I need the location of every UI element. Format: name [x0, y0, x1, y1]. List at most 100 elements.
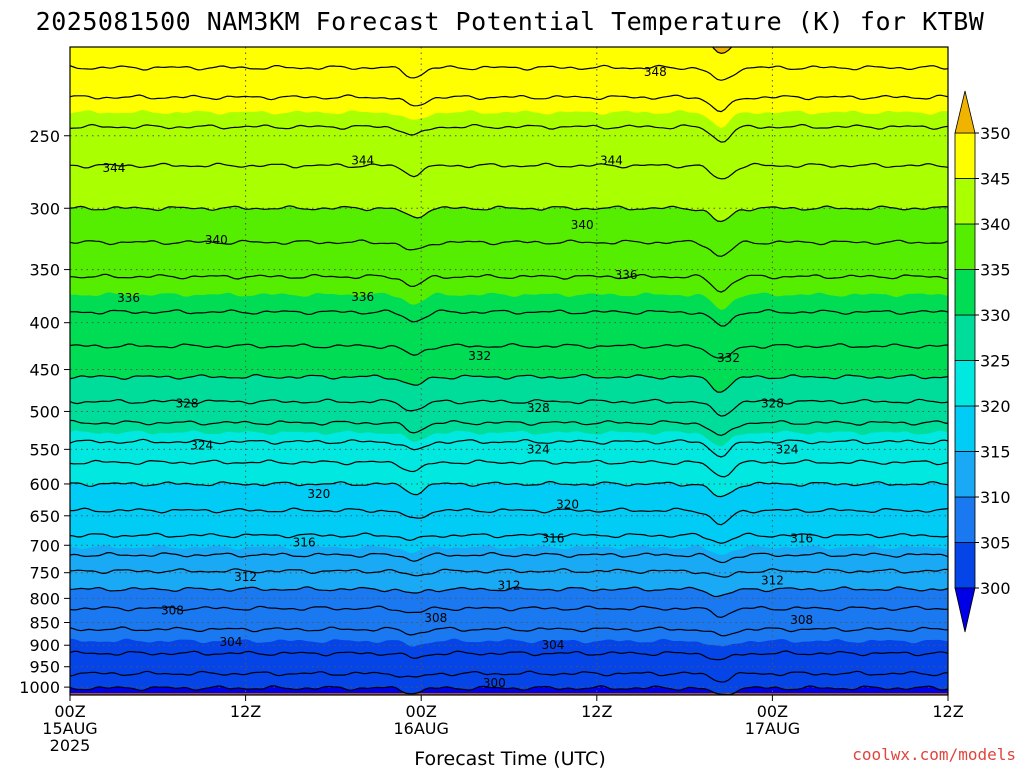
y-tick-label: 900 [29, 636, 60, 655]
contour-label: 324 [776, 442, 799, 456]
y-tick-label: 300 [29, 199, 60, 218]
plot-frame [69, 46, 949, 696]
chart-title: 2025081500 NAM3KM Forecast Potential Tem… [36, 7, 985, 36]
colorbar-segment [954, 178, 976, 225]
contour-label: 308 [424, 611, 447, 625]
colorbar-segment [954, 405, 976, 452]
contour-label: 320 [556, 498, 579, 512]
colorbar-segment [954, 314, 976, 361]
contour-label: 340 [571, 218, 594, 232]
contour-labels: 348 344 344 344 340 340 336 336 336 332 332 328 328 3… [102, 65, 813, 690]
isentrope-line [70, 586, 948, 598]
y-tick-label: 350 [29, 261, 60, 280]
x-tick-label: 12Z [932, 702, 963, 721]
contour-label: 304 [541, 638, 564, 652]
credit-text: coolwx.com/models [852, 745, 1016, 764]
contour-label: 328 [761, 396, 784, 410]
isentrope-line [70, 239, 948, 258]
colorbar-top-arrow [954, 90, 976, 134]
colorbar-segment [954, 542, 976, 589]
x-tick-label: 12Z [581, 702, 612, 721]
isentrope-line [70, 398, 948, 417]
y-tick-label: 700 [29, 536, 60, 555]
isentrope-line [70, 419, 948, 437]
contour-label: 340 [205, 233, 228, 247]
x-axis-title: Forecast Time (UTC) [414, 748, 605, 768]
isentrope-line [70, 480, 948, 498]
isentrope-line [70, 64, 948, 81]
colorbar-label: 315 [980, 443, 1011, 462]
isentrope-line [70, 342, 948, 359]
contour-label: 316 [541, 531, 564, 545]
colorbar-segment [954, 132, 976, 179]
y-tick-label: 650 [29, 507, 60, 526]
y-axis: 250 300 350 400 450 500 550 600 650 700 750 800 850 9… [19, 127, 70, 697]
y-tick-label: 400 [29, 314, 60, 333]
isentrope-line [70, 123, 948, 143]
contour-label: 316 [790, 531, 813, 545]
ground-surface [70, 693, 948, 695]
isentrope-line [70, 551, 948, 564]
contour-label: 312 [498, 579, 521, 593]
colorbar-label: 320 [980, 397, 1011, 416]
y-tick-label: 1000 [19, 678, 60, 697]
isentrope-line [70, 507, 948, 526]
y-tick-label: 550 [29, 440, 60, 459]
ground [70, 693, 948, 695]
isentrope-line [70, 205, 948, 223]
colorbar-label: 310 [980, 488, 1011, 507]
plot-border [69, 46, 949, 696]
colorbar-label: 330 [980, 306, 1011, 325]
y-tick-label: 950 [29, 658, 60, 677]
contour-lines [70, 47, 948, 695]
isentrope-line [70, 532, 948, 544]
isentrope-line [70, 94, 948, 113]
contour-label: 312 [761, 574, 784, 588]
x-tick-label: 00Z [757, 702, 788, 721]
contour-label: 348 [644, 65, 667, 79]
colorbar-label: 340 [980, 215, 1011, 234]
contour-label: 308 [790, 613, 813, 627]
contour-label: 336 [117, 291, 140, 305]
y-tick-label: 750 [29, 564, 60, 583]
y-tick-label: 250 [29, 127, 60, 146]
colorbar-label: 300 [980, 579, 1011, 598]
y-tick-label: 600 [29, 475, 60, 494]
x-tick-label: 00Z [54, 702, 85, 721]
colorbar-label: 305 [980, 534, 1011, 553]
contour-band [70, 685, 948, 695]
contour-band [70, 586, 948, 647]
isentrope-line [70, 626, 948, 637]
isentrope-line [70, 438, 948, 458]
contour-label: 344 [351, 153, 374, 167]
x-tick-label: 00Z [406, 702, 437, 721]
colorbar-segment [954, 269, 976, 316]
contour-label: 344 [600, 153, 623, 167]
contour-label: 344 [102, 161, 125, 175]
colorbar-segment [954, 223, 976, 270]
isentrope-line [70, 459, 948, 478]
contour-label: 332 [717, 351, 740, 365]
colorbar-segment [954, 451, 976, 498]
contour-label: 316 [293, 535, 316, 549]
filled-contours [70, 47, 948, 695]
y-tick-label: 800 [29, 589, 60, 608]
colorbar-label: 325 [980, 352, 1011, 371]
isentrope-line [70, 670, 948, 683]
isentrope-line [70, 373, 948, 393]
isentrope-line [70, 308, 948, 327]
contour-label: 304 [220, 635, 243, 649]
colorbar-bottom-arrow [954, 587, 976, 633]
isentrope-line [70, 650, 948, 661]
contour-label: 308 [161, 604, 184, 618]
contour-label: 324 [527, 442, 550, 456]
colorbar-label: 350 [980, 124, 1011, 143]
contour-label: 324 [190, 439, 213, 453]
x-tick-label: 17AUG [745, 719, 800, 738]
isentrope-line [70, 162, 948, 180]
contour-label: 300 [483, 676, 506, 690]
isentrope-line [70, 685, 948, 695]
x-tick-label: 12Z [230, 702, 261, 721]
